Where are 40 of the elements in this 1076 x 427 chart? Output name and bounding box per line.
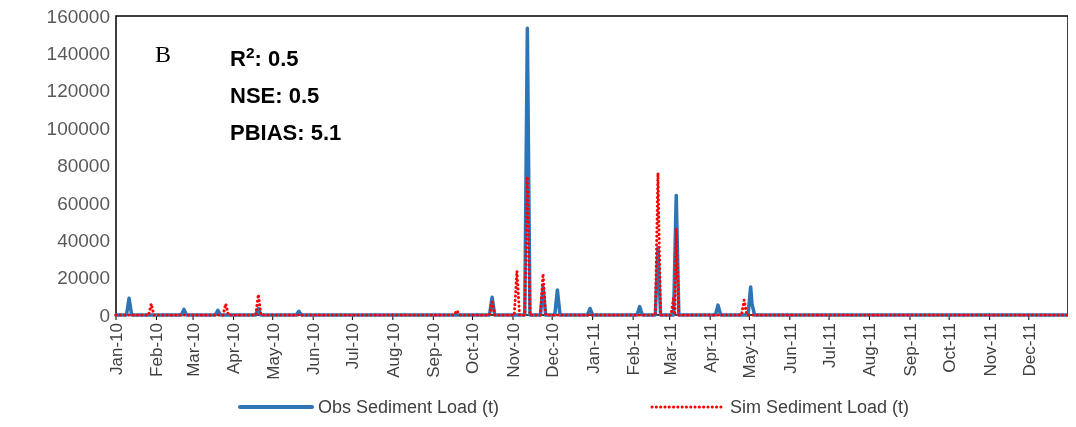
y-tick-label: 160000 — [46, 5, 110, 27]
legend-label: Sim Sediment Load (t) — [730, 397, 910, 418]
x-tick-label: Sep-10 — [424, 323, 444, 378]
annotation: NSE: 0.5 — [230, 83, 320, 108]
y-tick-label: 20000 — [57, 267, 110, 289]
y-tick-label: 80000 — [57, 155, 110, 177]
x-tick-label: Apr-10 — [224, 323, 244, 375]
annotation: B — [155, 41, 172, 67]
legend-label: Obs Sediment Load (t) — [318, 397, 500, 418]
x-tick-label: Aug-11 — [860, 323, 880, 377]
x-tick-label: Jun-11 — [780, 323, 800, 374]
y-tick-label: 100000 — [46, 117, 110, 139]
x-tick-label: Oct-10 — [463, 323, 483, 375]
x-tick-label: May-10 — [263, 323, 283, 380]
annotation: R$^{2}$: 0.5 — [230, 43, 299, 71]
annotation: PBIAS: 5.1 — [230, 120, 342, 145]
x-tick-label: Dec-10 — [543, 323, 563, 378]
x-tick-label: Jul-11 — [819, 323, 839, 369]
x-tick-label: Feb-10 — [147, 323, 167, 377]
x-tick-label: Apr-11 — [701, 323, 721, 373]
line-series — [114, 171, 1068, 317]
x-tick-label: Mar-10 — [184, 323, 203, 377]
y-tick-label: 140000 — [46, 43, 110, 65]
x-tick-label: Jun-10 — [304, 323, 324, 375]
x-tick-label: Nov-10 — [503, 323, 523, 378]
x-tick-label: Aug-10 — [383, 323, 403, 378]
x-tick-label: Jan-10 — [106, 323, 126, 375]
x-tick-label: Sep-11 — [900, 323, 920, 377]
x-tick-label: May-11 — [740, 323, 760, 379]
x-tick-label: Jul-10 — [343, 323, 363, 370]
x-tick-label: Nov-11 — [980, 323, 1000, 377]
x-tick-label: Jan-11 — [583, 323, 603, 374]
y-tick-label: 120000 — [46, 80, 110, 102]
y-tick-label: 60000 — [57, 192, 110, 214]
x-tick-label: Feb-11 — [624, 323, 644, 376]
y-tick-label: 40000 — [57, 229, 110, 251]
x-tick-label: Oct-11 — [940, 323, 960, 373]
x-tick-label: Mar-11 — [660, 323, 680, 376]
y-tick-label: 0 — [99, 304, 110, 326]
x-tick-label: Dec-11 — [1019, 323, 1039, 377]
